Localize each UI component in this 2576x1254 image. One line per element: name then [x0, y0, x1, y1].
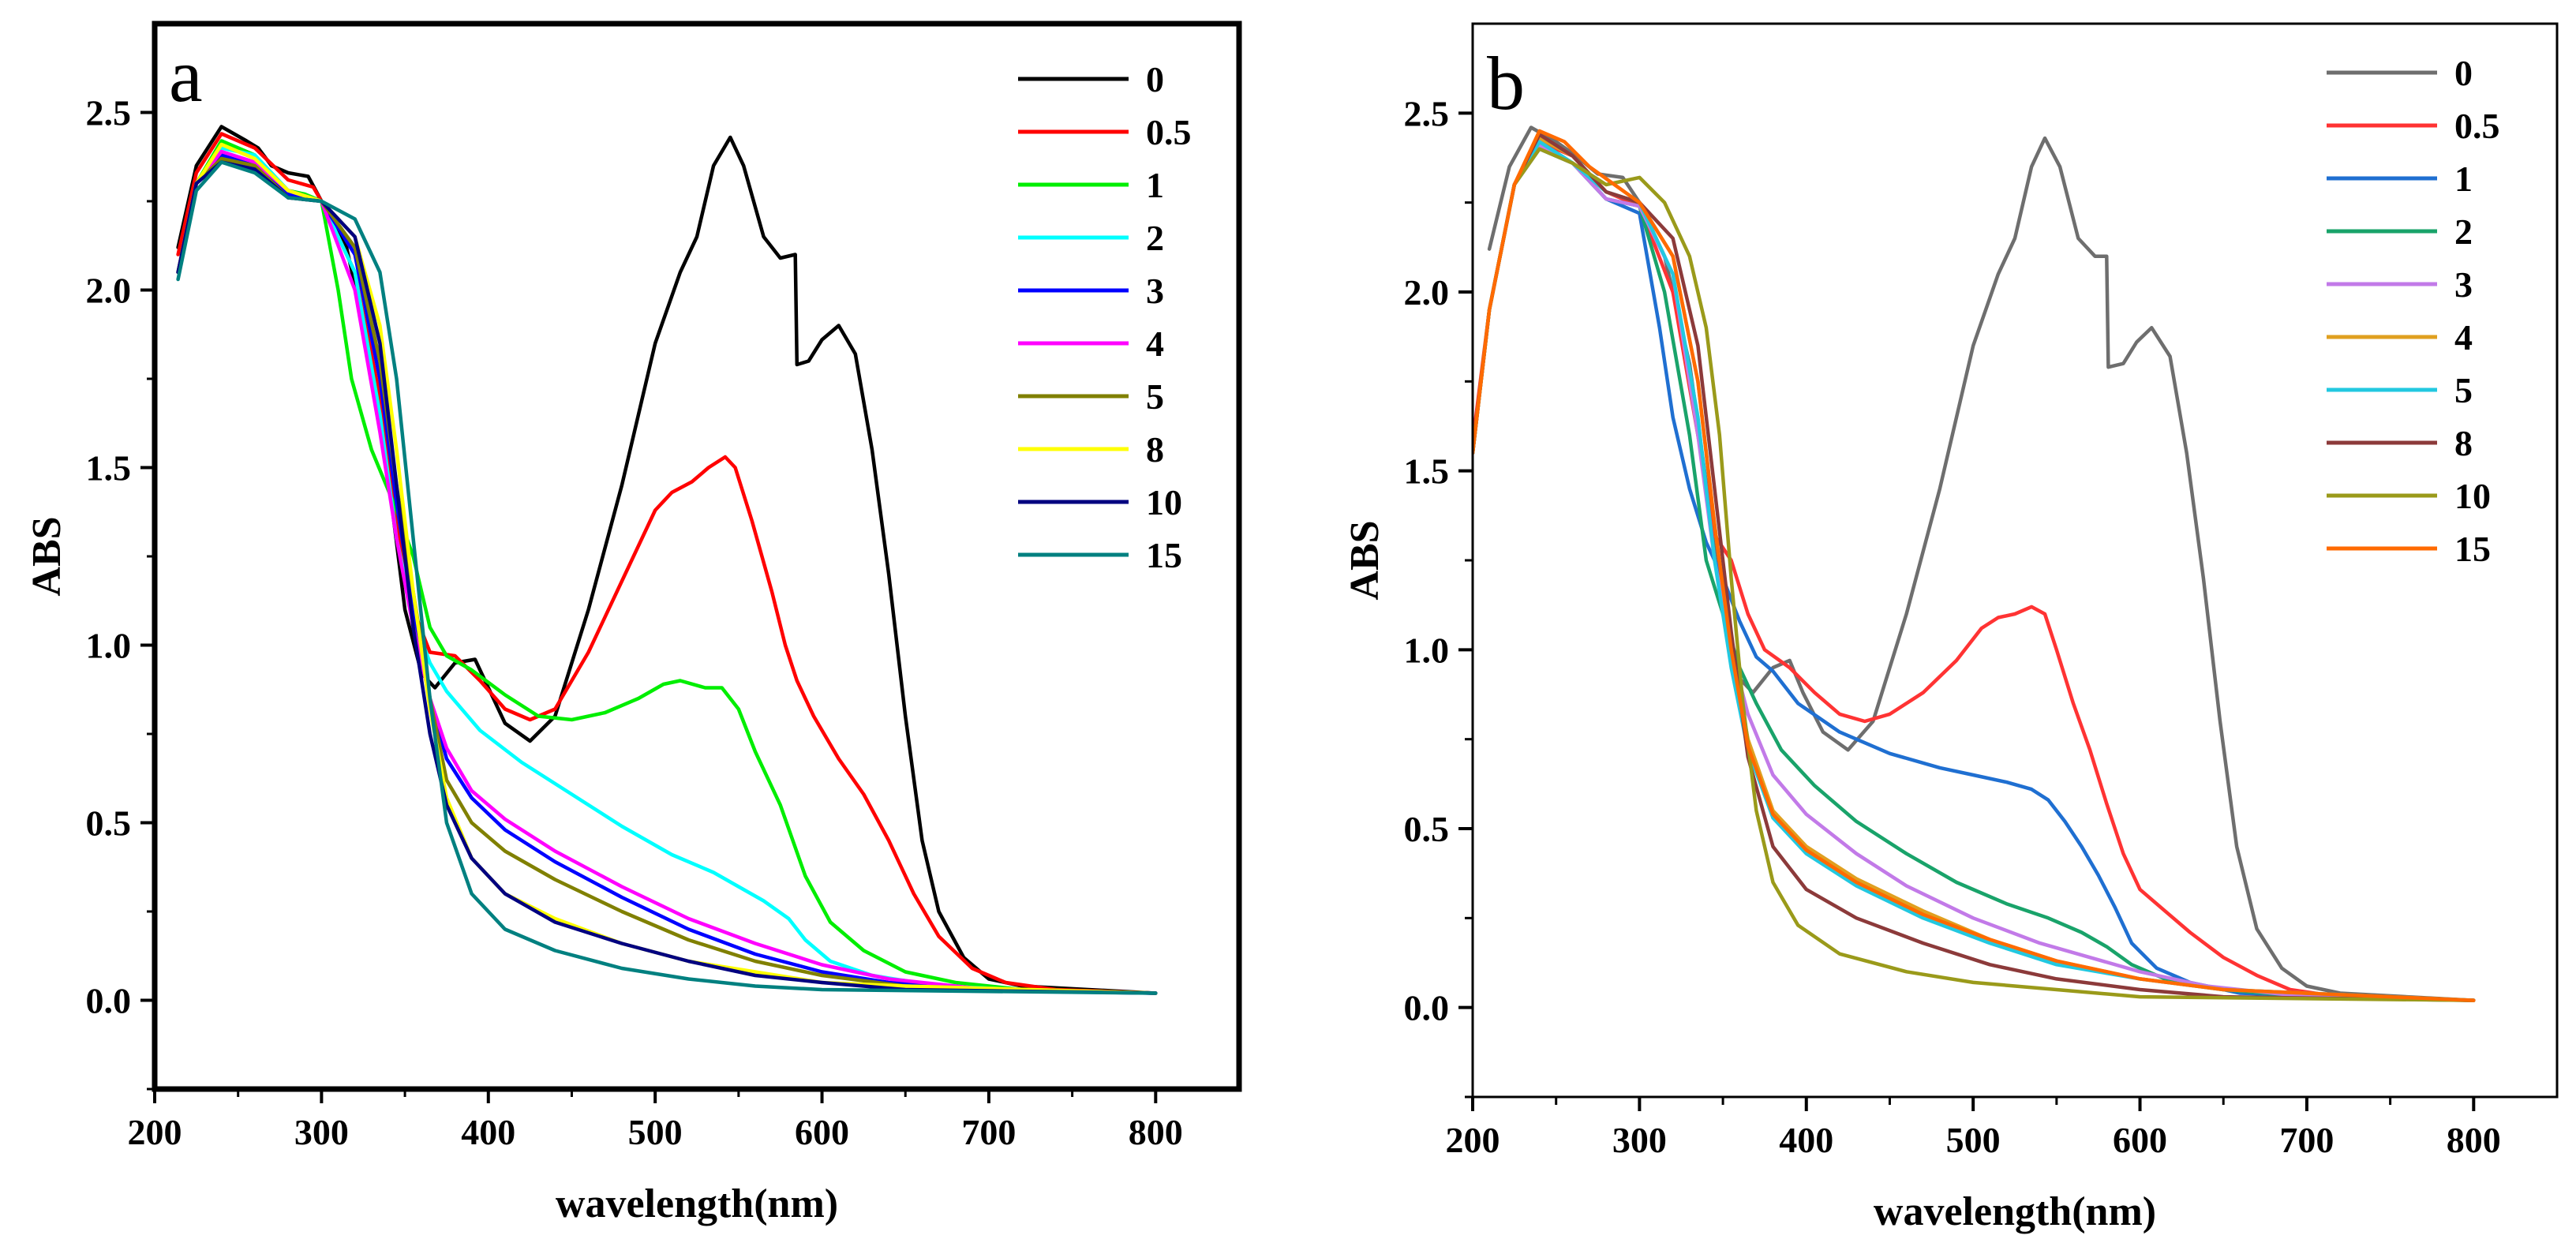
panel-a-legend-label-0.5: 0.5 [1146, 112, 1192, 152]
panel-a-legend-label-8: 8 [1146, 429, 1164, 470]
panel-b: 200 300 400 500 600 700 800 0.0 0.5 1.0 1.5 2.0 2.5 w… [1342, 22, 2559, 1234]
panel-b-legend-label-1: 1 [2454, 159, 2473, 199]
panel-b-legend: 0 0.5 1 2 3 4 5 8 10 15 [2327, 53, 2500, 569]
panel-a-y-tick-label-2: 2.0 [86, 271, 132, 311]
panel-b-y-tick-label-1: 1.0 [1404, 630, 1450, 670]
panel-b-legend-label-3: 3 [2454, 264, 2473, 305]
panel-a-legend-label-15: 15 [1146, 535, 1182, 575]
panel-a-series-group [176, 125, 1158, 995]
panel-a-series-line-10 [176, 160, 1158, 995]
panel-a-x-axis-title: wavelength(nm) [556, 1181, 838, 1226]
panel-b-y-tick-label-0: 0.0 [1404, 988, 1450, 1028]
panel-b-legend-label-2: 2 [2454, 211, 2473, 252]
panel-b-y-tick-label-0.5: 0.5 [1404, 809, 1450, 849]
panel-b-x-tick-label-800: 800 [2447, 1120, 2501, 1160]
panel-a-x-tick-label-800: 800 [1129, 1112, 1183, 1152]
panel-b-x-tick-label-300: 300 [1612, 1120, 1667, 1160]
panel-a-legend-label-1: 1 [1146, 165, 1164, 205]
panel-b-x-tick-label-500: 500 [1946, 1120, 2001, 1160]
panel-a-legend-label-0: 0 [1146, 59, 1164, 99]
panel-b-series-line-15 [1473, 129, 2476, 1002]
panel-a-legend-label-5: 5 [1146, 376, 1164, 417]
panel-a-legend: 0 0.5 1 2 3 4 5 8 10 15 [1018, 59, 1192, 575]
panel-a-x-tick-label-600: 600 [795, 1112, 849, 1152]
panel-b-series-line-10 [1473, 147, 2476, 1002]
panel-b-label: b [1487, 41, 1525, 125]
panel-b-legend-label-10: 10 [2454, 476, 2491, 516]
panel-a-y-tick-label-1.5: 1.5 [86, 448, 132, 488]
panel-b-legend-label-5: 5 [2454, 370, 2473, 410]
panel-a-label: a [169, 33, 203, 118]
panel-a-x-tick-label-500: 500 [628, 1112, 683, 1152]
panel-b-y-tick-label-1.5: 1.5 [1404, 451, 1450, 492]
panel-b-x-axis-title: wavelength(nm) [1874, 1189, 2156, 1234]
panel-a-x-tick-label-200: 200 [128, 1112, 182, 1152]
panel-a-legend-label-2: 2 [1146, 218, 1164, 258]
panel-b-legend-label-8: 8 [2454, 423, 2473, 463]
panel-b-x-tick-label-400: 400 [1779, 1120, 1833, 1160]
panel-b-y-tick-label-2.5: 2.5 [1404, 93, 1450, 133]
panel-a-x-tick-label-300: 300 [294, 1112, 349, 1152]
panel-b-y-axis-title: ABS [1342, 520, 1387, 600]
panel-a-legend-label-3: 3 [1146, 271, 1164, 311]
panel-b-legend-label-0: 0 [2454, 53, 2473, 93]
panel-b-x-tick-label-200: 200 [1446, 1120, 1500, 1160]
panel-a-legend-label-10: 10 [1146, 482, 1182, 522]
panel-b-legend-label-4: 4 [2454, 317, 2473, 357]
panel-a-x-tick-label-400: 400 [461, 1112, 515, 1152]
panel-a-y-axis-title: ABS [24, 516, 69, 596]
panel-b-legend-label-15: 15 [2454, 529, 2491, 569]
panel-a-y-tick-label-2.5: 2.5 [86, 93, 132, 133]
panel-a-legend-label-4: 4 [1146, 324, 1164, 364]
panel-a-x-tick-label-700: 700 [961, 1112, 1016, 1152]
panel-b-series-line-8 [1473, 133, 2476, 1002]
panel-b-x-tick-label-600: 600 [2113, 1120, 2167, 1160]
panel-a: 200 300 400 500 600 700 800 0.0 0.5 1.0 1.5 2.0 2.5 w… [24, 21, 1242, 1226]
panel-b-series-line-1 [1473, 147, 2476, 1002]
panel-a-y-tick-label-1: 1.0 [86, 626, 132, 666]
panel-b-y-tick-label-2: 2.0 [1404, 272, 1450, 313]
panel-b-legend-label-0.5: 0.5 [2454, 106, 2500, 146]
panel-b-series-line-5 [1473, 140, 2476, 1002]
panel-a-y-tick-label-0.5: 0.5 [86, 803, 132, 844]
panel-a-series-line-15 [176, 160, 1158, 995]
panel-b-x-tick-label-700: 700 [2279, 1120, 2334, 1160]
panel-b-series-group [1473, 125, 2476, 1002]
panel-a-y-tick-label-0: 0.0 [86, 981, 132, 1021]
